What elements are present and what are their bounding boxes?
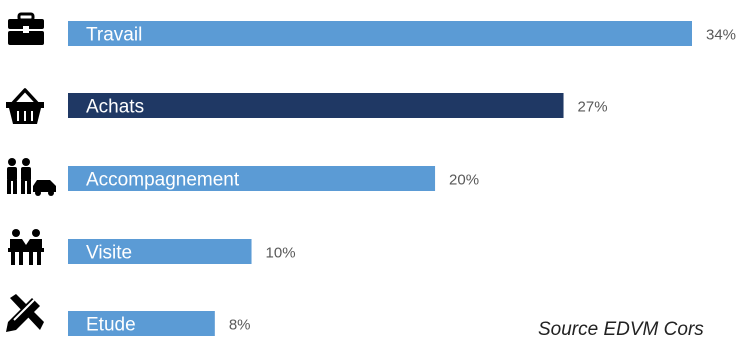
bar-etude xyxy=(68,311,215,336)
bar-travail xyxy=(68,21,692,46)
shopping-basket-icon xyxy=(6,88,44,124)
briefcase-icon xyxy=(8,12,44,45)
category-label: Visite xyxy=(86,243,132,264)
value-label: 34% xyxy=(706,27,736,44)
visit-icon xyxy=(8,229,44,265)
bar-achats xyxy=(68,93,564,118)
category-label: Travail xyxy=(86,25,142,46)
value-label: 27% xyxy=(578,99,608,116)
category-label: Accompagnement xyxy=(86,170,240,191)
bar-visite xyxy=(68,239,252,264)
bars: Travail 34% Achats 27% Accompagnement 20% Visi… xyxy=(68,21,736,336)
value-label: 20% xyxy=(449,172,479,189)
value-label: 8% xyxy=(229,317,251,334)
value-label: 10% xyxy=(266,245,296,262)
study-tools-icon xyxy=(6,294,44,332)
category-label: Achats xyxy=(86,97,144,118)
source-note: Source EDVM Cors xyxy=(538,319,704,340)
bar-accompagnement xyxy=(68,166,436,191)
accompanying-people-icon xyxy=(7,158,56,196)
category-label: Etude xyxy=(86,315,136,336)
